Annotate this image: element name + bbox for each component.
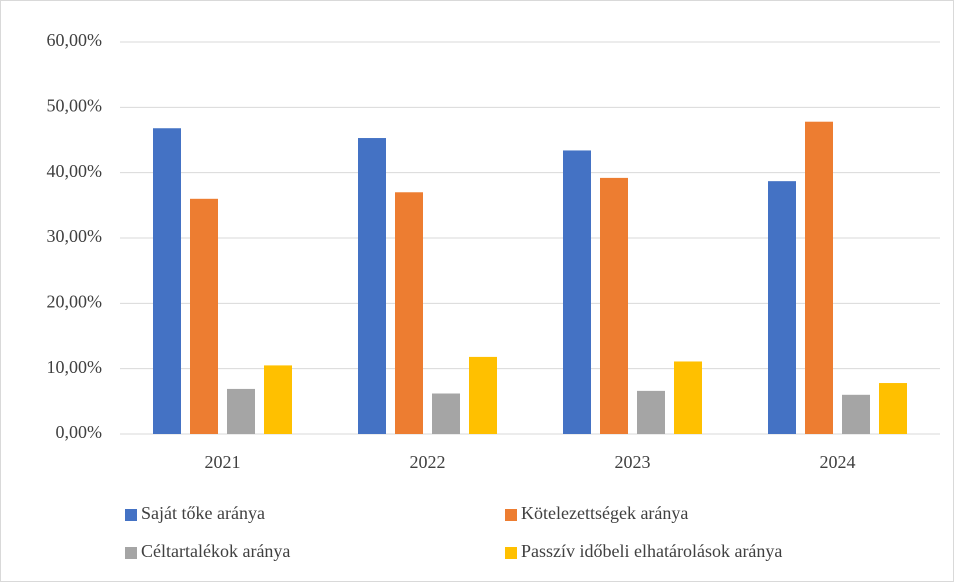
x-tick-label: 2021 [205,452,241,472]
legend-label: Saját tőke aránya [141,503,265,523]
y-tick-label: 30,00% [47,226,103,246]
bar [469,356,497,434]
x-tick-label: 2024 [820,452,856,472]
bar [153,128,181,435]
legend-swatch [505,547,517,559]
legend-label: Passzív időbeli elhatárolások aránya [521,541,782,561]
bar [358,138,386,435]
bar [879,383,907,434]
legend-label: Kötelezettségek aránya [521,503,688,523]
bar [432,393,460,434]
bar [674,361,702,434]
bar [190,198,218,434]
x-tick-label: 2022 [410,452,446,472]
legend-swatch [125,547,137,559]
bar [264,365,292,434]
bar [600,177,628,435]
y-tick-label: 60,00% [47,30,103,50]
legend-label: Céltartalékok aránya [141,541,290,561]
legend-swatch [505,509,517,521]
bar [637,390,665,434]
y-tick-label: 20,00% [47,291,103,311]
x-tick-label: 2023 [615,452,651,472]
bar [227,388,255,434]
bar [395,192,423,434]
y-tick-label: 50,00% [47,95,103,115]
y-tick-label: 40,00% [47,161,103,181]
bar [768,181,796,434]
y-tick-label: 10,00% [47,357,103,377]
bar [842,394,870,434]
legend-swatch [125,509,137,521]
bar [563,150,591,434]
y-tick-label: 0,00% [56,422,103,442]
bar [805,121,833,434]
